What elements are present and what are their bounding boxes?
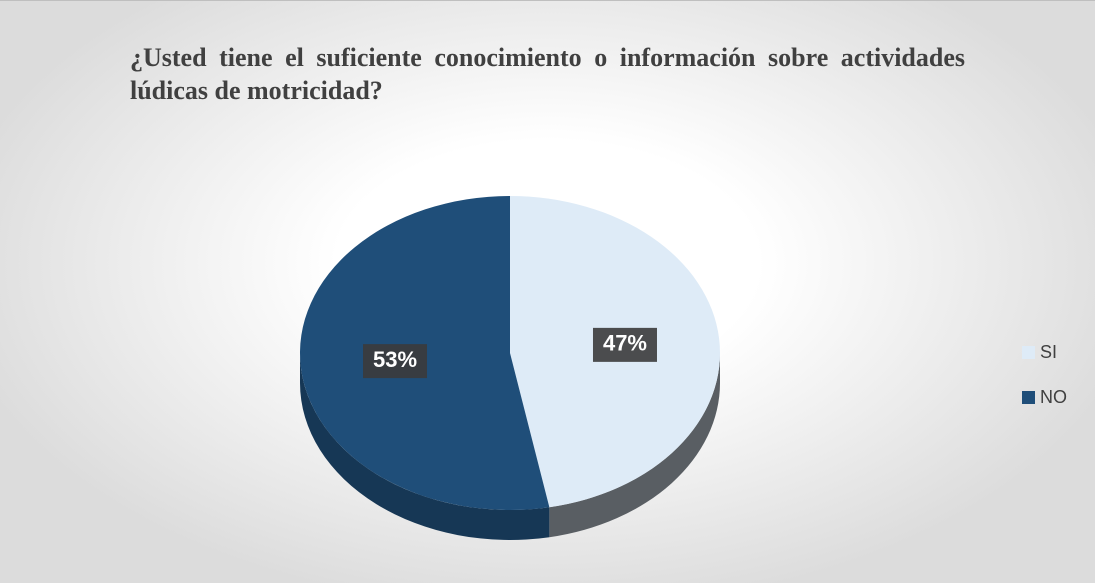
value-label: 53%: [373, 347, 417, 372]
slice-side: [300, 353, 550, 541]
legend-label: NO: [1040, 387, 1067, 407]
value-label: 47%: [603, 331, 647, 356]
slice-side: [549, 353, 720, 538]
value-label-box: [363, 344, 428, 379]
legend-swatch: [1022, 346, 1035, 359]
legend-swatch: [1022, 391, 1035, 404]
legend-label: SI: [1040, 342, 1057, 362]
value-label-box: [592, 327, 657, 362]
chart-title: ¿Usted tiene el suficiente conocimiento …: [130, 43, 965, 105]
